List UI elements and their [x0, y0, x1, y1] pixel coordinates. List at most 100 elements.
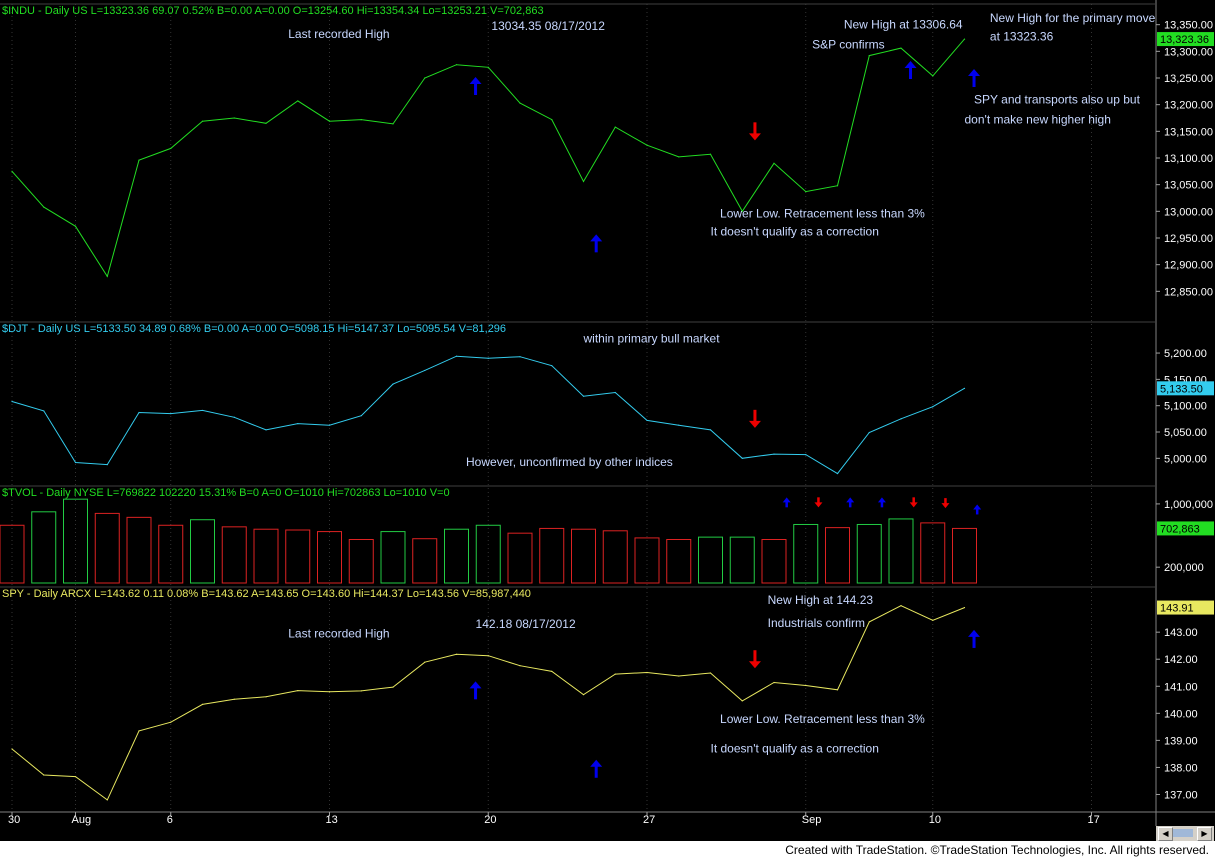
spy-y-tick-label: 137.00 — [1164, 789, 1198, 801]
tvol-volume-bar — [507, 532, 533, 584]
spy-data-point — [487, 655, 489, 657]
scroll-right-button[interactable]: ▶ — [1197, 827, 1212, 841]
indu-data-point — [932, 75, 934, 77]
djt-data-point — [74, 461, 77, 464]
spy-data-point — [932, 619, 934, 621]
tvol-volume-bar — [412, 538, 438, 584]
indu-data-point — [836, 185, 839, 187]
djt-data-point — [582, 395, 585, 397]
spy-data-point — [709, 672, 712, 674]
indu-annotation: S&P confirms — [812, 38, 884, 52]
spy-y-tick-label: 139.00 — [1164, 735, 1198, 747]
djt-data-point — [646, 419, 648, 422]
djt-data-point — [43, 410, 45, 412]
tvol-volume-bar — [317, 531, 342, 584]
tvol-volume-bar — [63, 498, 88, 584]
djt-data-point — [614, 391, 616, 394]
indu-data-point — [201, 120, 204, 122]
red-down-arrow-icon — [748, 409, 761, 428]
indu-data-point — [106, 275, 108, 277]
djt-data-point — [678, 424, 680, 426]
indu-annotation: 13034.35 08/17/2012 — [491, 19, 605, 33]
tvol-volume-bar — [253, 528, 279, 584]
spy-annotation: New High at 144.23 — [768, 593, 874, 607]
spy-y-tick-label: 140.00 — [1164, 708, 1198, 720]
tvol-volume-bar — [698, 536, 723, 584]
indu-y-tick-label: 13,150.00 — [1164, 126, 1213, 138]
djt-data-point — [868, 431, 870, 434]
tvol-y-tick-label: 1,000,000 — [1164, 499, 1213, 511]
x-axis-label: 27 — [643, 814, 655, 826]
indu-data-point — [138, 159, 140, 161]
spy-data-point — [424, 661, 426, 663]
spy-annotation: Last recorded High — [288, 627, 389, 641]
djt-y-tick-label: 5,100.00 — [1164, 401, 1207, 413]
spy-data-point — [138, 730, 140, 732]
multi-pane-chart[interactable]: 12,850.00 12,900.00 12,950.00 13,000.00 13,0… — [0, 0, 1215, 826]
x-axis-label: 30 — [8, 814, 20, 826]
spy-data-point — [392, 686, 394, 688]
djt-data-point — [836, 472, 839, 475]
blue-up-arrow-icon — [877, 497, 886, 508]
indu-y-tick-label: 12,950.00 — [1164, 233, 1213, 245]
djt-data-point — [963, 387, 966, 389]
djt-data-point — [138, 411, 140, 414]
tvol-volume-bar — [825, 527, 850, 584]
tvol-volume-bar — [856, 523, 882, 584]
djt-data-point — [424, 369, 426, 372]
scroll-left-button[interactable]: ◀ — [1158, 827, 1173, 841]
djt-data-point — [551, 365, 553, 367]
spy-data-point — [741, 700, 743, 702]
indu-y-tick-label: 13,250.00 — [1164, 73, 1213, 85]
blue-up-arrow-icon — [973, 504, 982, 515]
spy-data-point — [868, 621, 870, 623]
x-axis-label: Aug — [72, 814, 92, 826]
tvol-volume-bar — [952, 527, 977, 584]
djt-last-value-label: 5,133.50 — [1160, 383, 1203, 395]
djt-annotation: However, unconfirmed by other indices — [466, 455, 673, 469]
spy-data-point — [74, 776, 77, 778]
indu-data-point — [487, 66, 489, 68]
indu-data-point — [678, 156, 680, 158]
indu-last-value-label: 13,323.36 — [1160, 34, 1209, 46]
spy-last-value-box — [1157, 600, 1214, 615]
spy-data-point — [11, 748, 13, 750]
spy-y-tick-label: 143.00 — [1164, 627, 1198, 639]
indu-y-tick-label: 13,350.00 — [1164, 20, 1213, 32]
spy-data-point — [551, 670, 553, 672]
indu-data-point — [455, 64, 458, 66]
spy-annotation: It doesn't qualify as a correction — [711, 742, 879, 756]
blue-up-arrow-icon — [846, 497, 855, 508]
tvol-volume-bar — [31, 511, 57, 584]
indu-annotation: Last recorded High — [288, 27, 389, 41]
spy-data-point — [836, 689, 839, 691]
indu-data-point — [741, 210, 743, 212]
blue-up-arrow-icon — [469, 681, 482, 700]
indu-y-tick-label: 13,300.00 — [1164, 46, 1213, 58]
indu-data-point — [646, 144, 648, 146]
indu-data-point — [297, 100, 299, 102]
blue-up-arrow-icon — [590, 759, 603, 778]
indu-annotation: SPY and transports also up but — [974, 93, 1141, 107]
x-axis-label: 13 — [326, 814, 338, 826]
indu-data-point — [170, 147, 172, 149]
djt-data-point — [709, 429, 712, 431]
scroll-thumb[interactable] — [1173, 829, 1193, 837]
tvol-header: $TVOL - Daily NYSE L=769822 102220 15.31… — [2, 487, 450, 499]
spy-data-point — [265, 696, 267, 698]
indu-data-point — [11, 170, 13, 172]
red-down-arrow-icon — [748, 122, 761, 141]
horizontal-scrollbar[interactable]: ◀ ▶ — [1156, 826, 1214, 841]
copyright-text: Created with TradeStation. ©TradeStation… — [785, 843, 1209, 857]
tvol-volume-bar — [444, 528, 469, 584]
tvol-last-value-label: 702,863 — [1160, 523, 1200, 535]
spy-last-value-label: 143.91 — [1160, 603, 1194, 615]
djt-last-value-box — [1157, 381, 1214, 396]
tvol-volume-bar — [729, 536, 755, 584]
djt-data-point — [106, 464, 108, 466]
djt-data-point — [773, 453, 775, 455]
x-axis-label: 10 — [929, 814, 941, 826]
tvol-volume-bar — [348, 539, 374, 584]
tvol-volume-bar — [285, 529, 311, 584]
